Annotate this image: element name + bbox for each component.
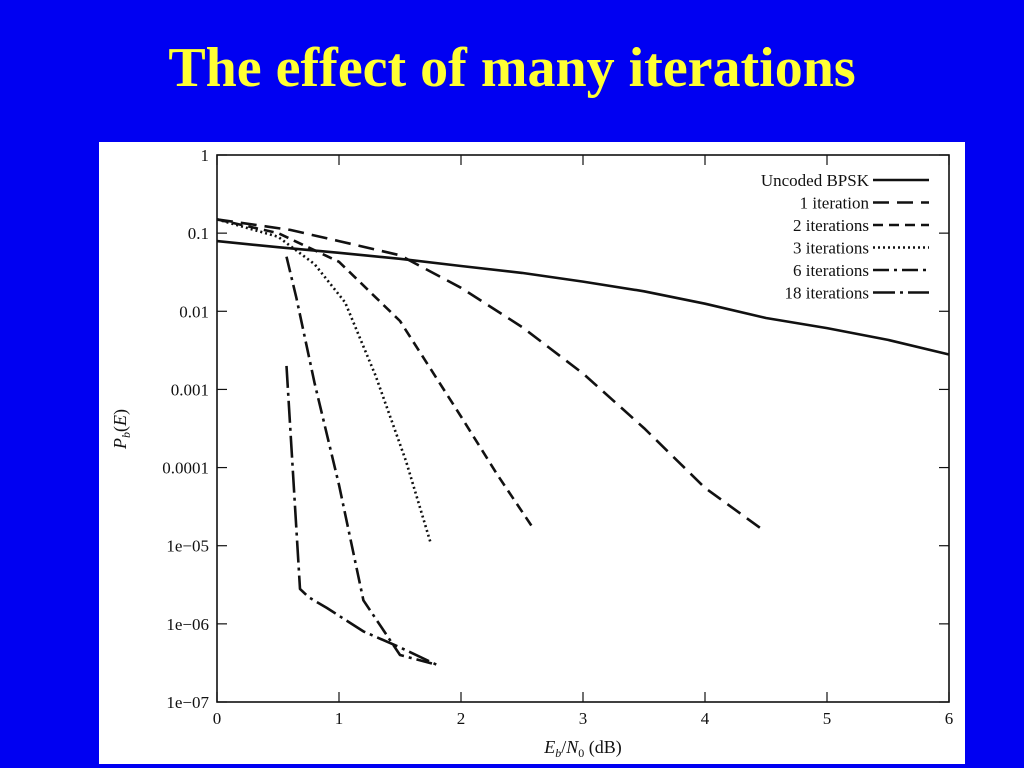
legend-label: Uncoded BPSK — [761, 171, 870, 190]
svg-text:Eb/N0 (dB): Eb/N0 (dB) — [543, 737, 622, 760]
x-tick-label: 3 — [579, 709, 588, 728]
y-tick-label: 1e−05 — [166, 537, 209, 556]
legend-label: 1 iteration — [800, 194, 870, 213]
y-tick-label: 0.1 — [188, 224, 209, 243]
y-tick-label: 1e−06 — [166, 615, 209, 634]
y-tick-label: 0.001 — [171, 380, 209, 399]
x-tick-label: 5 — [823, 709, 832, 728]
legend-label: 6 iterations — [793, 261, 869, 280]
series-line-2 — [216, 218, 536, 531]
y-tick-label: 0.01 — [179, 302, 209, 321]
series-line-3 — [216, 218, 432, 543]
legend-label: 18 iterations — [784, 284, 869, 303]
slide-title: The effect of many iterations — [168, 37, 856, 99]
y-tick-label: 1 — [201, 146, 210, 165]
svg-text:Pb(E): Pb(E) — [110, 409, 133, 450]
legend-label: 3 iterations — [793, 239, 869, 258]
y-tick-label: 1e−07 — [166, 693, 209, 712]
x-tick-label: 6 — [945, 709, 954, 728]
series-line-0 — [216, 239, 950, 356]
data-series — [216, 218, 950, 666]
chart-panel: 0 1 2 3 4 5 6 1 0.1 0.01 0.001 0.0001 1e−05 1e−06 1e−0… — [99, 142, 965, 764]
y-axis-title: Pb(E) — [110, 409, 133, 450]
legend: Uncoded BPSK 1 iteration 2 iterations 3 ite… — [761, 171, 929, 303]
series-line-4 — [285, 256, 437, 666]
x-tick-label: 4 — [701, 709, 710, 728]
x-axis-title: Eb/N0 (dB) — [543, 737, 622, 760]
axis-ticks: 0 1 2 3 4 5 6 1 0.1 0.01 0.001 0.0001 1e−05 1e−06 1e−0… — [162, 146, 953, 728]
x-tick-label: 1 — [335, 709, 344, 728]
bit-error-rate-chart: 0 1 2 3 4 5 6 1 0.1 0.01 0.001 0.0001 1e−05 1e−06 1e−0… — [110, 146, 953, 760]
x-tick-label: 2 — [457, 709, 466, 728]
series-line-5 — [285, 365, 438, 666]
series-line-1 — [216, 218, 761, 529]
y-tick-label: 0.0001 — [162, 459, 209, 478]
x-tick-label: 0 — [213, 709, 222, 728]
legend-label: 2 iterations — [793, 216, 869, 235]
